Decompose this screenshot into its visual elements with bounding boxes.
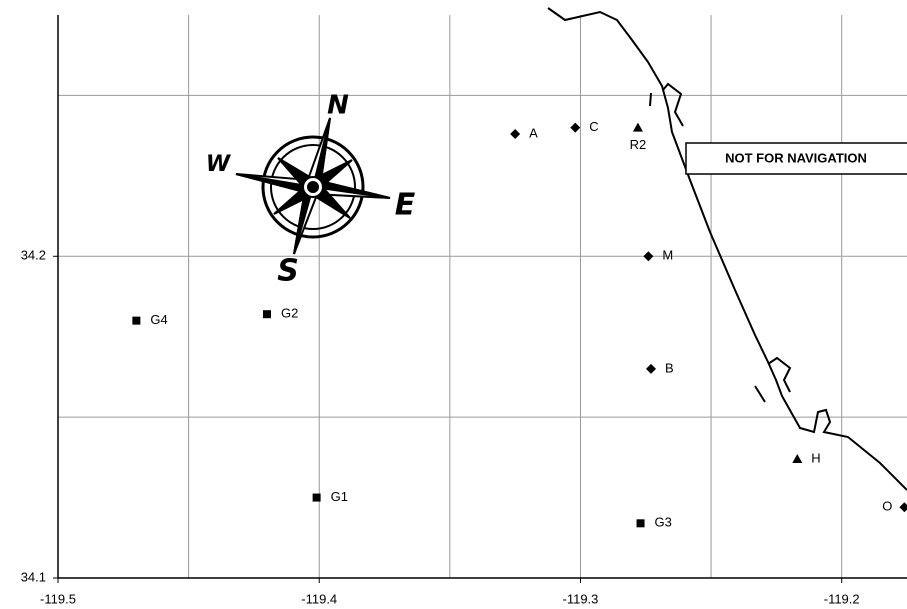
point [636,519,645,528]
point-label: C [589,119,598,134]
x-tick-label: -119.3 [563,591,599,606]
annotation: NOT FOR NAVIGATION [725,150,867,165]
point-label: H [811,450,820,465]
y-tick-label: 34.2 [21,248,46,263]
compass-rose [235,117,391,255]
compass-label: N [327,91,349,121]
x-tick-label: -119.5 [40,591,76,606]
point [632,122,643,132]
coast-line [547,7,907,491]
compass-ring [270,144,356,230]
point-label: A [529,125,538,140]
compass-hub [307,181,319,193]
x-tick-label: -119.2 [824,591,860,606]
point-label: G2 [281,306,298,321]
point [645,363,656,374]
point [899,502,907,513]
annotation-box [685,142,907,175]
compass-label: E [395,188,416,223]
y-tick-label: 34.1 [21,569,46,584]
compass-label: S [277,254,299,289]
point [312,493,321,502]
point [510,129,521,140]
point-label: B [665,360,674,375]
coastline [547,7,907,491]
x-tick-label: -119.4 [301,591,337,606]
point [792,453,803,463]
point-label: R2 [630,137,647,152]
jetty-mark [649,92,652,107]
jetty [662,82,684,127]
point-label: O [882,499,892,514]
point-label: M [662,248,673,263]
jetty-mark [754,385,766,403]
point [570,122,581,133]
compass-label: W [206,152,232,177]
point-label: G3 [655,515,672,530]
jetty [767,356,792,393]
point [132,316,141,325]
point [262,310,271,319]
point [643,251,654,262]
point-label: G1 [331,489,348,504]
point-label: G4 [150,312,167,327]
compass-ring [261,135,365,239]
